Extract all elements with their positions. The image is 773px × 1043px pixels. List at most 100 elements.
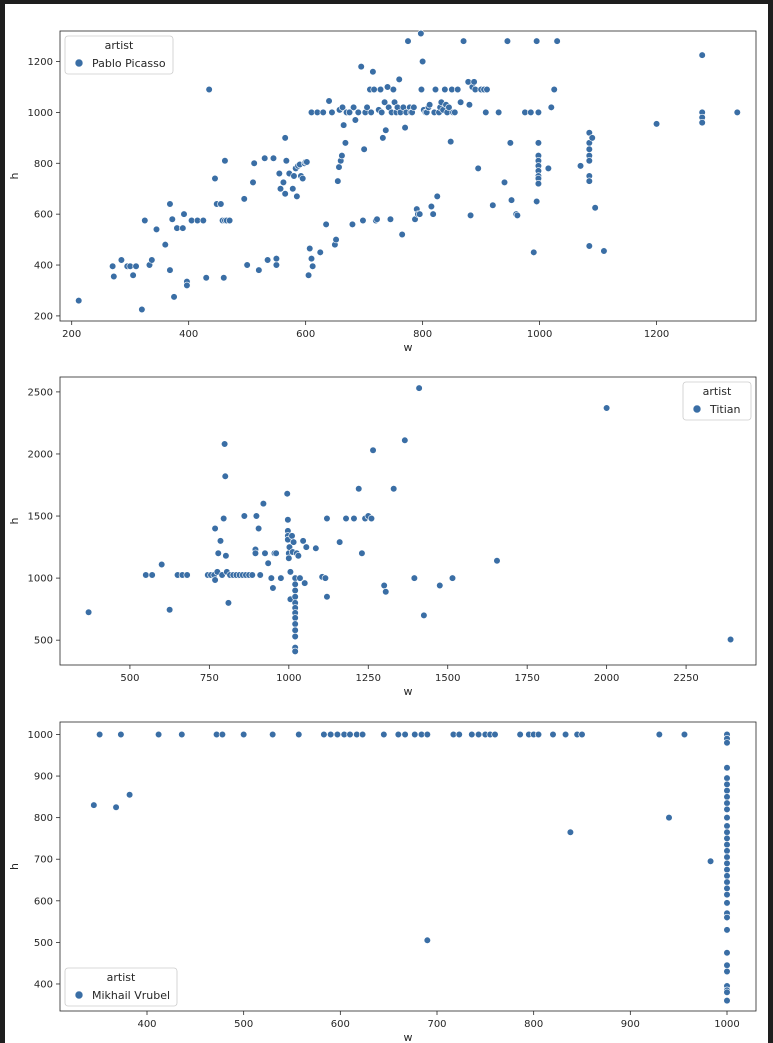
data-point bbox=[291, 647, 299, 655]
data-point bbox=[534, 180, 543, 188]
data-point bbox=[240, 730, 248, 739]
data-point bbox=[296, 574, 304, 582]
data-point bbox=[383, 83, 392, 91]
x-tick-label: 600 bbox=[296, 329, 315, 340]
data-point bbox=[110, 272, 118, 281]
data-point bbox=[553, 37, 561, 45]
data-point bbox=[221, 157, 229, 165]
data-point bbox=[306, 244, 314, 253]
data-point bbox=[474, 164, 482, 172]
data-point bbox=[723, 764, 731, 772]
figure: 200 400 600 800 1000 1200 200 400 600 800 1000 1200… bbox=[5, 4, 768, 1043]
data-point bbox=[723, 853, 731, 861]
data-point bbox=[294, 552, 302, 560]
data-point bbox=[291, 620, 299, 628]
data-point bbox=[125, 791, 134, 799]
data-point bbox=[534, 139, 543, 147]
data-point bbox=[723, 967, 731, 976]
data-point bbox=[367, 514, 376, 523]
data-point bbox=[199, 216, 207, 225]
data-point bbox=[733, 108, 741, 117]
data-point bbox=[445, 103, 453, 111]
data-point bbox=[285, 554, 293, 562]
data-point bbox=[561, 730, 570, 739]
y-tick-label: 1000 bbox=[28, 574, 53, 585]
x-tick-label: 400 bbox=[179, 329, 198, 340]
data-point bbox=[360, 145, 368, 153]
data-point bbox=[411, 730, 419, 739]
data-point bbox=[332, 235, 340, 244]
data-point bbox=[304, 271, 313, 279]
data-point bbox=[289, 185, 297, 193]
axes-frame bbox=[59, 721, 757, 1012]
data-point bbox=[255, 266, 263, 274]
data-point bbox=[417, 85, 426, 94]
x-tick-label: 750 bbox=[200, 673, 219, 684]
data-point bbox=[698, 118, 706, 127]
data-point bbox=[381, 98, 389, 106]
data-point bbox=[323, 514, 331, 523]
data-point bbox=[216, 537, 225, 545]
data-point bbox=[373, 215, 381, 223]
data-point bbox=[252, 512, 261, 520]
data-point bbox=[665, 814, 673, 822]
data-point bbox=[166, 200, 174, 208]
data-point bbox=[158, 560, 166, 569]
data-point bbox=[401, 124, 409, 132]
x-axis-label: w bbox=[404, 1031, 413, 1043]
data-point bbox=[319, 108, 327, 117]
data-point bbox=[328, 108, 336, 117]
data-point bbox=[284, 516, 292, 524]
data-point bbox=[495, 108, 503, 117]
x-tick-label: 1000 bbox=[527, 329, 552, 340]
data-point bbox=[272, 261, 281, 269]
data-point bbox=[299, 174, 307, 183]
data-point bbox=[243, 261, 251, 269]
data-point bbox=[507, 196, 516, 204]
data-point bbox=[401, 436, 409, 444]
data-point bbox=[264, 559, 272, 567]
data-point bbox=[600, 247, 608, 255]
data-point bbox=[132, 262, 140, 270]
data-point bbox=[340, 121, 348, 129]
data-point bbox=[534, 730, 543, 739]
data-point bbox=[380, 581, 388, 590]
data-point bbox=[436, 581, 444, 590]
legend: artist Mikhail Vrubel bbox=[64, 967, 178, 1007]
data-point bbox=[279, 178, 288, 186]
data-point bbox=[585, 242, 593, 250]
data-point bbox=[90, 801, 98, 809]
data-point bbox=[549, 730, 557, 739]
x-tick-label: 800 bbox=[413, 329, 432, 340]
data-point bbox=[291, 593, 299, 601]
data-point bbox=[398, 230, 406, 239]
data-point bbox=[342, 514, 350, 523]
data-point bbox=[389, 85, 397, 94]
data-point bbox=[427, 202, 435, 211]
data-point bbox=[338, 152, 346, 160]
y-tick-label: 1200 bbox=[28, 57, 53, 68]
figure-canvas: 200 400 600 800 1000 1200 200 400 600 800 1000 1200… bbox=[8, 29, 757, 1043]
data-point bbox=[723, 841, 731, 849]
data-point bbox=[431, 85, 440, 94]
data-point bbox=[723, 926, 731, 934]
data-point bbox=[404, 37, 412, 45]
data-point bbox=[369, 68, 377, 76]
data-point bbox=[240, 512, 248, 520]
x-tick-label: 500 bbox=[234, 1019, 253, 1030]
data-point bbox=[394, 730, 402, 739]
data-point bbox=[426, 101, 434, 109]
data-point bbox=[264, 256, 272, 264]
data-point bbox=[293, 192, 301, 200]
y-tick-label: 500 bbox=[34, 938, 53, 949]
y-tick-label: 200 bbox=[34, 311, 53, 322]
data-point bbox=[221, 440, 229, 448]
data-point bbox=[112, 803, 120, 811]
data-point bbox=[170, 293, 178, 301]
y-tick-label: 400 bbox=[34, 979, 53, 990]
y-tick-label: 900 bbox=[34, 772, 53, 783]
data-point bbox=[578, 730, 586, 739]
data-point bbox=[470, 78, 478, 86]
data-point bbox=[221, 472, 229, 480]
data-point bbox=[723, 834, 731, 843]
